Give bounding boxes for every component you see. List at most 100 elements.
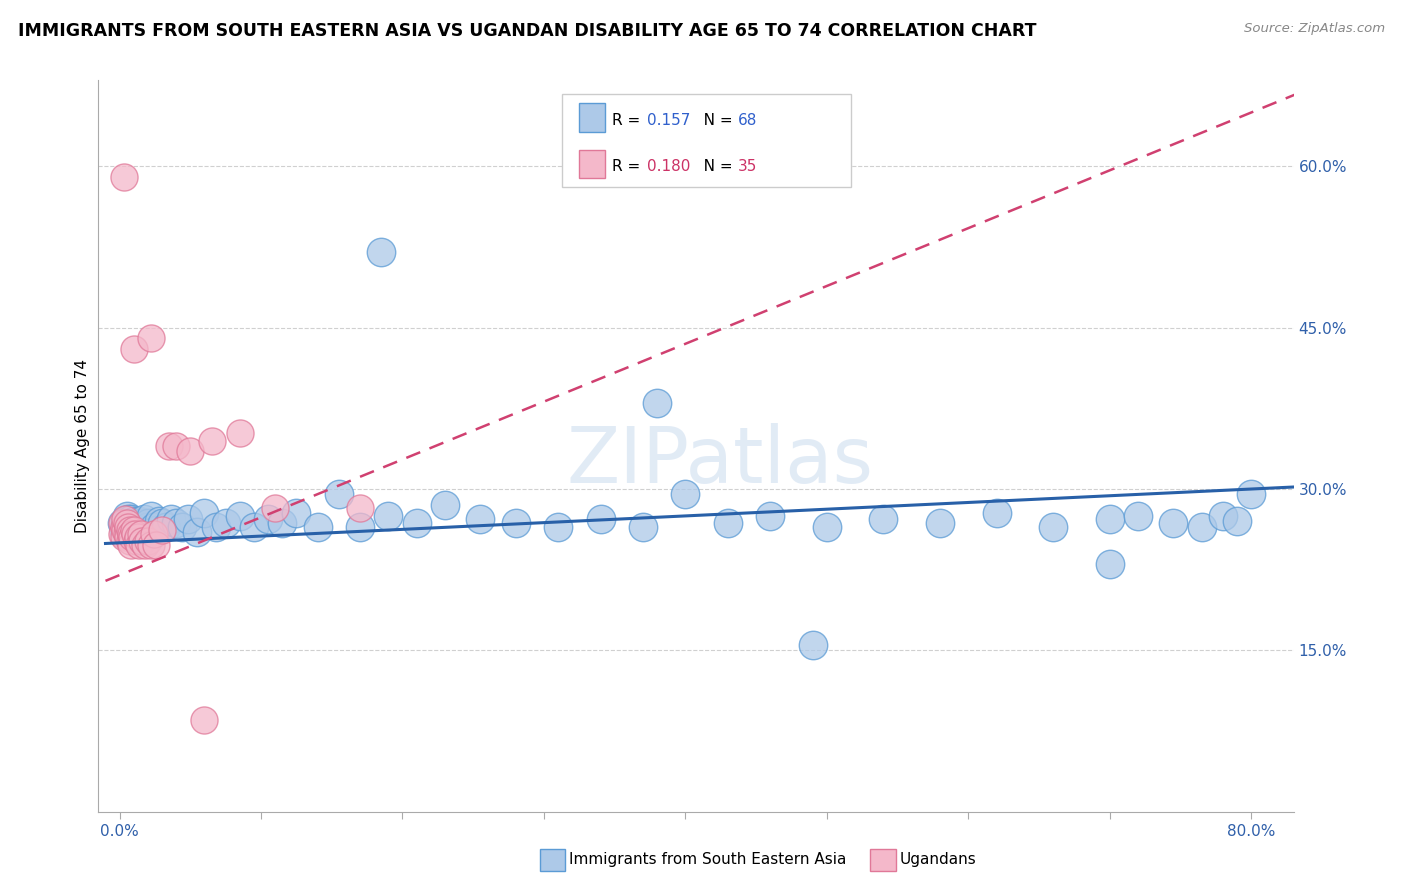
Point bbox=[717, 516, 740, 531]
Point bbox=[115, 508, 138, 523]
Point bbox=[673, 487, 696, 501]
Point bbox=[157, 439, 180, 453]
Point bbox=[112, 523, 135, 537]
Point bbox=[204, 519, 226, 533]
Point bbox=[118, 523, 141, 537]
Point bbox=[148, 514, 170, 528]
Point bbox=[134, 527, 156, 541]
Point bbox=[179, 444, 201, 458]
Point bbox=[145, 538, 167, 552]
Point bbox=[264, 501, 287, 516]
Point bbox=[155, 519, 177, 533]
Point bbox=[136, 533, 159, 548]
Point bbox=[1126, 508, 1149, 523]
Point bbox=[229, 426, 252, 441]
Point bbox=[122, 527, 145, 541]
Point bbox=[377, 508, 399, 523]
Point bbox=[1212, 508, 1234, 523]
Point bbox=[124, 519, 146, 533]
Text: R =: R = bbox=[612, 160, 645, 174]
Point bbox=[229, 508, 252, 523]
Point bbox=[215, 516, 238, 531]
Point bbox=[470, 512, 492, 526]
Point bbox=[1098, 558, 1121, 572]
Point bbox=[271, 516, 294, 531]
Text: N =: N = bbox=[689, 160, 737, 174]
Point bbox=[1042, 519, 1064, 533]
Point bbox=[759, 508, 782, 523]
Text: 68: 68 bbox=[738, 113, 758, 128]
Point bbox=[120, 538, 142, 552]
Point bbox=[117, 519, 139, 533]
Point bbox=[165, 516, 187, 531]
Point bbox=[176, 512, 198, 526]
Point bbox=[257, 512, 280, 526]
Y-axis label: Disability Age 65 to 74: Disability Age 65 to 74 bbox=[75, 359, 90, 533]
Point bbox=[986, 506, 1008, 520]
Point bbox=[243, 519, 266, 533]
Point bbox=[1226, 514, 1249, 528]
Point bbox=[929, 516, 952, 531]
Text: 0.157: 0.157 bbox=[647, 113, 690, 128]
Text: 35: 35 bbox=[738, 160, 758, 174]
Point bbox=[115, 527, 138, 541]
Point bbox=[114, 514, 136, 528]
Point bbox=[127, 523, 149, 537]
Point bbox=[145, 523, 167, 537]
Point bbox=[115, 516, 138, 531]
Point bbox=[111, 516, 134, 531]
Point bbox=[125, 516, 148, 531]
Point bbox=[111, 527, 134, 541]
Point bbox=[1240, 487, 1263, 501]
Point bbox=[1161, 516, 1184, 531]
Point bbox=[307, 519, 329, 533]
Point bbox=[120, 512, 142, 526]
Point bbox=[547, 519, 569, 533]
Point bbox=[150, 523, 173, 537]
Point bbox=[122, 514, 145, 528]
Point bbox=[815, 519, 838, 533]
Point bbox=[1191, 519, 1213, 533]
Point bbox=[125, 533, 148, 548]
Point bbox=[505, 516, 527, 531]
Point bbox=[165, 439, 187, 453]
Point bbox=[589, 512, 612, 526]
Point bbox=[134, 538, 156, 552]
Point bbox=[118, 524, 141, 539]
Text: N =: N = bbox=[689, 113, 737, 128]
Point bbox=[645, 396, 668, 410]
Point bbox=[121, 519, 143, 533]
Point bbox=[112, 530, 135, 544]
Point bbox=[285, 506, 308, 520]
Point bbox=[111, 516, 134, 531]
Point bbox=[115, 527, 138, 541]
Text: IMMIGRANTS FROM SOUTH EASTERN ASIA VS UGANDAN DISABILITY AGE 65 TO 74 CORRELATIO: IMMIGRANTS FROM SOUTH EASTERN ASIA VS UG… bbox=[18, 22, 1036, 40]
Point bbox=[129, 527, 152, 541]
Point bbox=[186, 524, 208, 539]
Point bbox=[124, 527, 146, 541]
Point bbox=[135, 519, 157, 533]
Point bbox=[132, 512, 155, 526]
Point bbox=[114, 523, 136, 537]
Point bbox=[139, 538, 162, 552]
Point bbox=[142, 527, 165, 541]
Point bbox=[117, 512, 139, 526]
Point bbox=[118, 516, 141, 531]
Point bbox=[112, 170, 135, 185]
Text: ZIPatlas: ZIPatlas bbox=[567, 423, 873, 499]
Point bbox=[631, 519, 654, 533]
Point bbox=[117, 530, 139, 544]
Point bbox=[193, 506, 215, 520]
Point bbox=[801, 638, 824, 652]
Point bbox=[405, 516, 427, 531]
Point bbox=[159, 512, 181, 526]
Point bbox=[120, 527, 142, 541]
Point bbox=[170, 519, 193, 533]
Text: Ugandans: Ugandans bbox=[900, 853, 977, 867]
Point bbox=[142, 519, 165, 533]
Point bbox=[131, 519, 153, 533]
Point bbox=[117, 521, 139, 535]
Point bbox=[112, 519, 135, 533]
Point bbox=[118, 533, 141, 548]
Point bbox=[139, 508, 162, 523]
